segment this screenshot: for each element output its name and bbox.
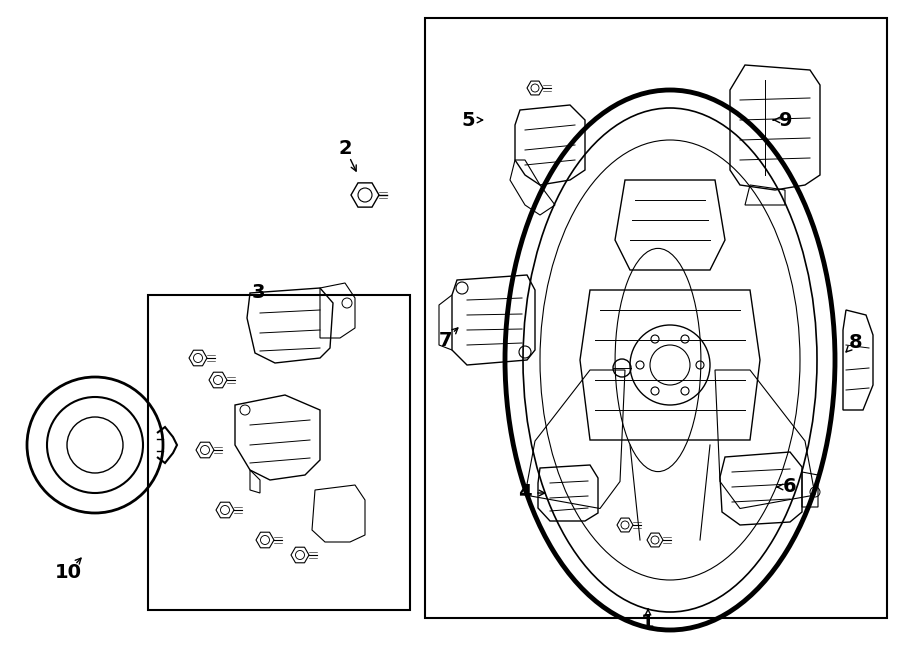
Text: 3: 3 bbox=[251, 284, 265, 303]
Text: 7: 7 bbox=[438, 330, 452, 350]
Text: 2: 2 bbox=[338, 139, 352, 157]
Text: 5: 5 bbox=[461, 110, 475, 130]
Bar bbox=[425, 18, 887, 618]
Polygon shape bbox=[196, 442, 214, 458]
Circle shape bbox=[696, 361, 704, 369]
Text: 10: 10 bbox=[55, 563, 82, 582]
Polygon shape bbox=[291, 547, 309, 563]
Circle shape bbox=[636, 361, 644, 369]
Circle shape bbox=[651, 335, 659, 343]
Polygon shape bbox=[189, 350, 207, 366]
Circle shape bbox=[651, 387, 659, 395]
Circle shape bbox=[681, 387, 689, 395]
Text: 6: 6 bbox=[783, 477, 796, 496]
Polygon shape bbox=[617, 518, 633, 532]
Text: 9: 9 bbox=[779, 110, 793, 130]
Polygon shape bbox=[351, 183, 379, 207]
Text: 8: 8 bbox=[850, 332, 863, 352]
Polygon shape bbox=[216, 502, 234, 518]
Polygon shape bbox=[647, 533, 663, 547]
Text: 1: 1 bbox=[641, 613, 655, 631]
Text: 4: 4 bbox=[518, 483, 532, 502]
Circle shape bbox=[681, 335, 689, 343]
Polygon shape bbox=[209, 372, 227, 388]
Polygon shape bbox=[256, 532, 274, 548]
Bar bbox=[148, 295, 410, 610]
Polygon shape bbox=[527, 81, 543, 95]
